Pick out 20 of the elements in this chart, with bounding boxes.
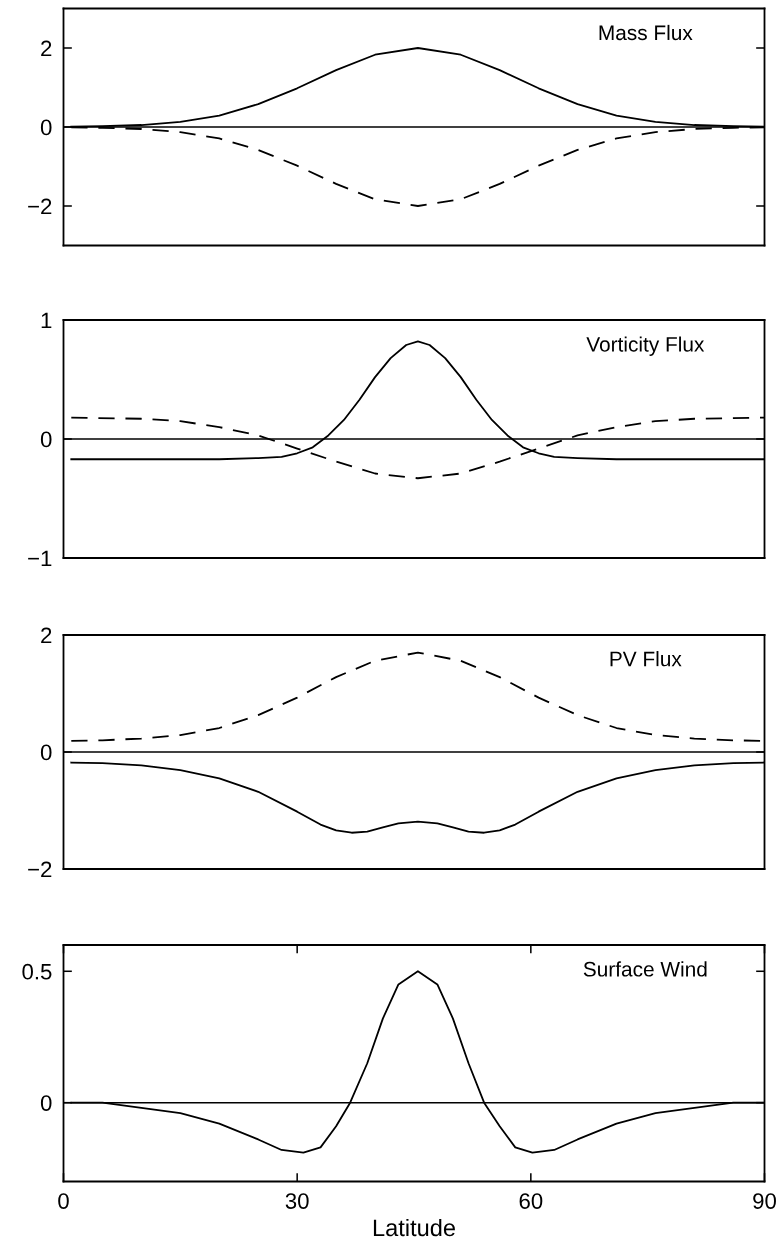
y-tick-label: 0.5: [22, 963, 52, 980]
x-tick-label: 60: [519, 1193, 543, 1209]
text: PV Flux: [610, 651, 682, 667]
x-tick-label: 90: [753, 1193, 776, 1209]
y-tick-label: 0: [40, 119, 52, 136]
y-tick-label: −2: [28, 198, 52, 215]
text: Surface Wind: [583, 961, 707, 977]
y-tick-label: 2: [41, 40, 52, 57]
y-tick-label: 0: [40, 1095, 52, 1111]
y-tick-label: 0: [40, 744, 52, 761]
y-tick-label: −1: [28, 550, 52, 567]
y-tick-label: −2: [28, 861, 52, 878]
y-tick-label: 1: [41, 312, 52, 329]
x-axis-title: Latitude: [373, 1218, 455, 1237]
x-tick-label: 0: [58, 1193, 69, 1209]
text: Vorticity Flux: [586, 336, 705, 356]
y-tick-label: 0: [40, 431, 52, 448]
text: Mass Flux: [599, 24, 693, 41]
x-tick-label: 30: [285, 1193, 309, 1209]
y-tick-label: 2: [41, 627, 52, 644]
